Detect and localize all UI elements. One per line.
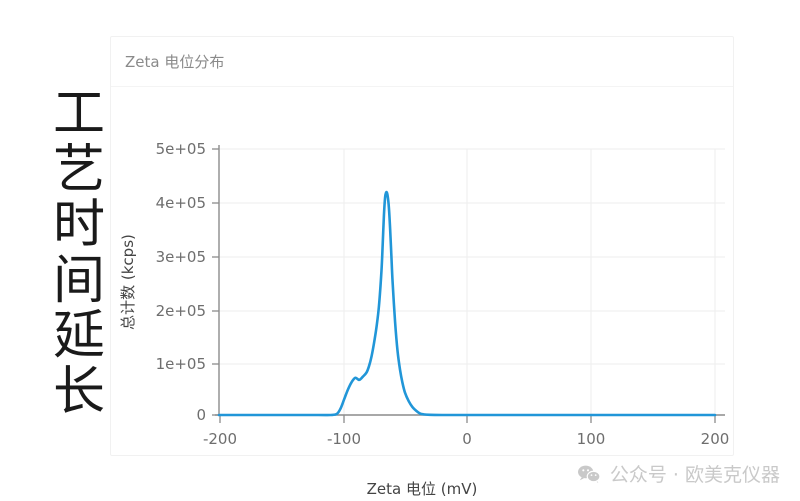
caption-char-1: 工	[52, 84, 105, 144]
plot-area: 5e+05 4e+05 3e+05 2e+05 1e+05 0 -200 -10…	[111, 87, 735, 457]
caption-char-5: 延	[52, 306, 105, 367]
watermark-text: 公众号 · 欧美克仪器	[609, 464, 780, 486]
x-tick-label-100: 100	[577, 430, 606, 448]
x-axis-title: Zeta 电位 (mV)	[366, 480, 478, 498]
x-tick-label-neg100: -100	[327, 430, 361, 448]
y-ticks	[212, 148, 219, 416]
x-tick-label-0: 0	[462, 430, 472, 448]
zeta-distribution-chart: 5e+05 4e+05 3e+05 2e+05 1e+05 0 -200 -10…	[119, 140, 730, 448]
chart-title: Zeta 电位分布	[125, 53, 225, 71]
watermark: 公众号 · 欧美克仪器	[577, 460, 780, 487]
y-tick-label-3e05: 3e+05	[156, 248, 206, 266]
y-gridlines	[219, 148, 725, 365]
x-ticks	[219, 415, 716, 423]
title-divider	[111, 86, 733, 87]
y-tick-label-2e05: 2e+05	[156, 302, 206, 320]
caption-char-2: 艺	[52, 139, 105, 200]
chart-panel: Zeta 电位分布	[110, 36, 735, 498]
wechat-icon	[577, 464, 601, 484]
x-tick-label-200: 200	[701, 430, 730, 448]
caption-char-4: 间	[52, 250, 105, 311]
y-tick-label-0: 0	[196, 406, 206, 424]
y-axis-title: 总计数 (kcps)	[119, 234, 137, 330]
x-tick-label-neg200: -200	[203, 430, 237, 448]
y-tick-label-4e05: 4e+05	[156, 194, 206, 212]
data-series-line	[217, 190, 717, 417]
caption-char-3: 时	[52, 195, 105, 256]
caption-char-6: 长	[52, 361, 105, 422]
y-tick-label-5e05: 5e+05	[156, 140, 206, 158]
x-gridlines	[343, 149, 716, 415]
y-tick-label-1e05: 1e+05	[156, 355, 206, 373]
vertical-caption: 工 艺 时 间 延 长	[42, 88, 116, 418]
